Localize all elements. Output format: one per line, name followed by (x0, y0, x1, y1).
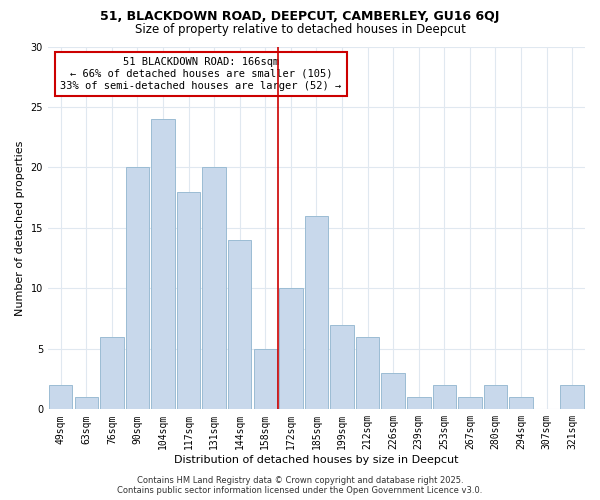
X-axis label: Distribution of detached houses by size in Deepcut: Distribution of detached houses by size … (174, 455, 459, 465)
Bar (177, 192, 200, 410)
Bar (279, 288, 302, 410)
Text: 51 BLACKDOWN ROAD: 166sqm
← 66% of detached houses are smaller (105)
33% of semi: 51 BLACKDOWN ROAD: 166sqm ← 66% of detac… (61, 58, 341, 90)
Bar (407, 397, 431, 409)
Bar (254, 349, 277, 410)
Bar (458, 397, 482, 409)
Bar (560, 385, 584, 409)
Y-axis label: Number of detached properties: Number of detached properties (15, 140, 25, 316)
Bar (484, 385, 507, 409)
Bar (305, 216, 328, 410)
Bar (202, 168, 226, 410)
Bar (356, 337, 379, 409)
Bar (330, 324, 354, 410)
Text: Contains HM Land Registry data © Crown copyright and database right 2025.
Contai: Contains HM Land Registry data © Crown c… (118, 476, 482, 495)
Bar (509, 397, 533, 409)
Bar (100, 337, 124, 409)
Bar (382, 373, 405, 410)
Text: 51, BLACKDOWN ROAD, DEEPCUT, CAMBERLEY, GU16 6QJ: 51, BLACKDOWN ROAD, DEEPCUT, CAMBERLEY, … (100, 10, 500, 23)
Bar (151, 119, 175, 410)
Bar (49, 385, 73, 409)
Bar (74, 397, 98, 409)
Bar (228, 240, 251, 410)
Bar (125, 168, 149, 410)
Text: Size of property relative to detached houses in Deepcut: Size of property relative to detached ho… (134, 22, 466, 36)
Bar (433, 385, 456, 409)
